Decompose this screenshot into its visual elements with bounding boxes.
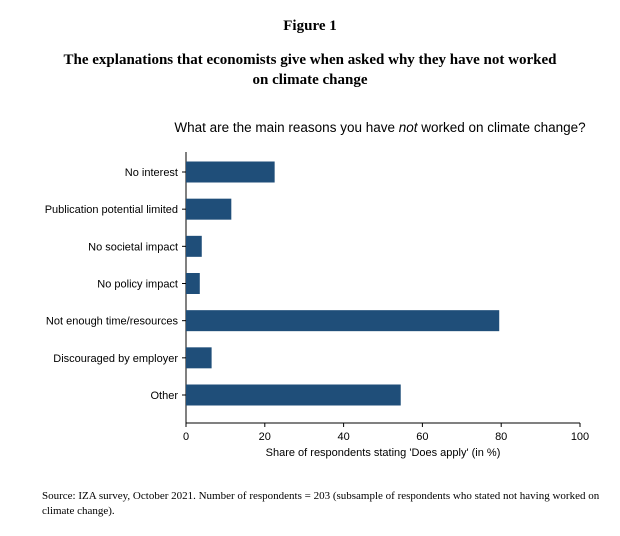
chart-title-after: worked on climate change? xyxy=(417,120,586,135)
chart-title: What are the main reasons you have not w… xyxy=(140,120,620,135)
x-tick-label: 20 xyxy=(259,431,271,443)
bar xyxy=(186,235,202,257)
y-tick-label: No societal impact xyxy=(88,241,178,253)
x-tick-label: 100 xyxy=(571,431,589,443)
y-tick-label: Other xyxy=(150,390,178,402)
chart-title-emphasis: not xyxy=(398,120,418,135)
bar xyxy=(186,384,401,406)
figure-label: Figure 1 xyxy=(283,18,337,34)
y-tick-label: Publication potential limited xyxy=(45,204,178,216)
bar xyxy=(186,310,500,332)
bar-chart: No interest Publication potential limited… xyxy=(45,152,589,459)
y-tick-label: No interest xyxy=(125,167,178,179)
x-tick-label: 0 xyxy=(183,431,189,443)
x-tick-label: 40 xyxy=(337,431,349,443)
y-tick-label: Discouraged by employer xyxy=(53,353,178,365)
bar xyxy=(186,347,212,369)
x-axis-label: Share of respondents stating 'Does apply… xyxy=(266,447,501,459)
bar xyxy=(186,161,275,183)
bar xyxy=(186,273,200,294)
x-tick-label: 80 xyxy=(495,431,507,443)
bar xyxy=(186,198,232,220)
x-tick-label: 60 xyxy=(416,431,428,443)
y-tick-label: No policy impact xyxy=(97,279,178,291)
source-note: Source: IZA survey, October 2021. Number… xyxy=(42,490,600,517)
y-tick-label: Not enough time/resources xyxy=(46,316,179,328)
figure-title: The explanations that economists give wh… xyxy=(63,52,557,88)
chart-title-before: What are the main reasons you have xyxy=(174,120,399,135)
